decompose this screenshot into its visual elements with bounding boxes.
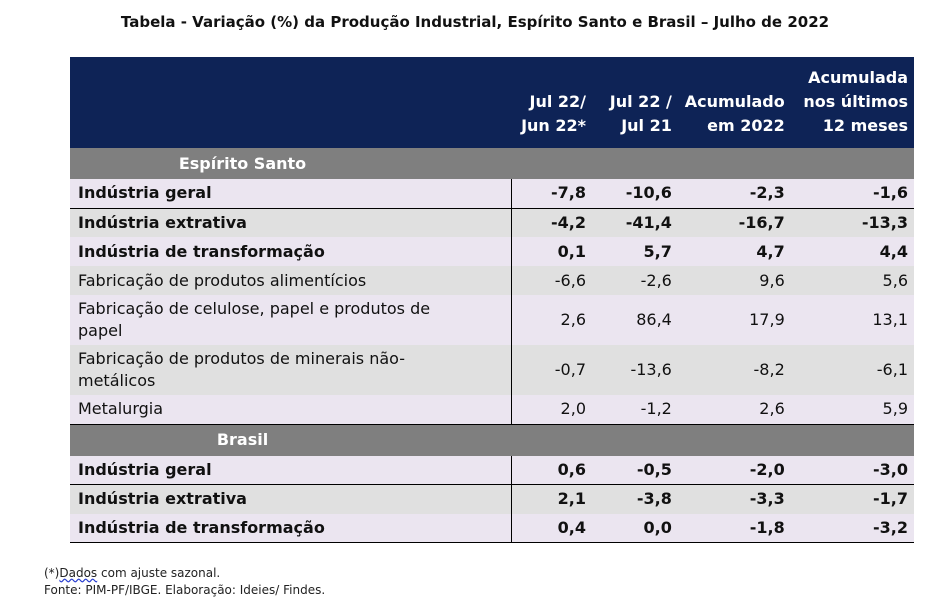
table-row: Fabricação de celulose, papel e produtos… xyxy=(70,295,914,345)
value-cell: -0,7 xyxy=(511,345,592,395)
value-cell: -2,3 xyxy=(677,179,791,209)
table-row: Fabricação de produtos de minerais não-m… xyxy=(70,345,914,395)
source-note: Fonte: PIM-PF/IBGE. Elaboração: Ideies/ … xyxy=(44,583,326,597)
production-table: Jul 22/Jun 22* Jul 22 / Jul 21 Acumulado em … xyxy=(70,57,914,543)
section-cell: Espírito Santo xyxy=(70,148,914,179)
value-cell: -1,2 xyxy=(592,395,678,425)
value-cell: -10,6 xyxy=(592,179,678,209)
asterisk: (*) xyxy=(44,566,60,580)
value-cell: -41,4 xyxy=(592,208,678,237)
value-cell: -0,5 xyxy=(592,455,678,485)
row-label: Fabricação de produtos de minerais não-m… xyxy=(70,345,512,395)
value-cell: -1,6 xyxy=(790,179,914,209)
value-cell: 9,6 xyxy=(677,266,791,295)
value-cell: -6,1 xyxy=(790,345,914,395)
section-cell: Brasil xyxy=(70,424,914,456)
spellcheck-word: Dados xyxy=(59,566,98,580)
value-cell: 4,4 xyxy=(790,237,914,266)
row-label: Indústria extrativa xyxy=(70,208,512,237)
header-row: Jul 22/Jun 22* Jul 22 / Jul 21 Acumulado em … xyxy=(70,57,914,148)
value-cell: 2,6 xyxy=(677,395,791,425)
row-label: Indústria geral xyxy=(70,455,512,485)
section-header: Brasil xyxy=(70,424,914,456)
column-header: Jul 22 / Jul 21 xyxy=(592,57,678,148)
value-cell: -3,2 xyxy=(790,513,914,543)
header-blank xyxy=(70,57,512,148)
value-cell: 4,7 xyxy=(677,237,791,266)
value-cell: -13,3 xyxy=(790,208,914,237)
section-name: Espírito Santo xyxy=(178,153,307,173)
value-cell: -3,3 xyxy=(677,484,791,514)
value-cell: 5,9 xyxy=(790,395,914,425)
value-cell: 13,1 xyxy=(790,295,914,345)
row-label: Indústria de transformação xyxy=(70,513,512,543)
column-header: Acumulado em 2022 xyxy=(677,57,791,148)
value-cell: 2,6 xyxy=(511,295,592,345)
row-label: Indústria de transformação xyxy=(70,237,512,266)
column-header: Jul 22/Jun 22* xyxy=(511,57,592,148)
value-cell: -3,0 xyxy=(790,455,914,485)
table-row: Metalurgia 2,0 -1,2 2,6 5,9 xyxy=(70,395,914,425)
column-header-line: Acumulado xyxy=(684,92,785,111)
value-cell: -16,7 xyxy=(677,208,791,237)
row-label: Indústria geral xyxy=(70,179,512,209)
table-row: Indústria de transformação 0,1 5,7 4,7 4,4 xyxy=(70,237,914,266)
table-row: Indústria extrativa -4,2 -41,4 -16,7 -13,3 xyxy=(70,208,914,237)
value-cell: -8,2 xyxy=(677,345,791,395)
value-cell: -7,8 xyxy=(511,179,592,209)
column-header-line: Jul 22 / xyxy=(609,92,672,111)
value-cell: 0,1 xyxy=(511,237,592,266)
seasonal-note: (*)Dados com ajuste sazonal. xyxy=(44,565,325,582)
column-header-line: nos últimos xyxy=(803,92,908,111)
value-cell: -4,2 xyxy=(511,208,592,237)
value-cell: -1,7 xyxy=(790,484,914,514)
note-text: com ajuste sazonal. xyxy=(97,566,221,580)
column-header-line: Jul 21 xyxy=(621,116,672,135)
column-header-line: Acumulada xyxy=(808,68,908,87)
column-header-line: Jul 22/ xyxy=(529,92,586,111)
column-header-line: em 2022 xyxy=(707,116,785,135)
value-cell: -6,6 xyxy=(511,266,592,295)
value-cell: 86,4 xyxy=(592,295,678,345)
section-header: Espírito Santo xyxy=(70,148,914,179)
column-header-line: Jun 22* xyxy=(521,116,586,135)
row-label: Metalurgia xyxy=(70,395,512,425)
value-cell: -1,8 xyxy=(677,513,791,543)
table-title: Tabela - Variação (%) da Produção Indust… xyxy=(120,13,830,31)
row-label: Fabricação de produtos alimentícios xyxy=(70,266,512,295)
value-cell: -2,6 xyxy=(592,266,678,295)
table-row: Indústria geral 0,6 -0,5 -2,0 -3,0 xyxy=(70,455,914,485)
table-row: Indústria de transformação 0,4 0,0 -1,8 -3,2 xyxy=(70,513,914,543)
value-cell: 2,0 xyxy=(511,395,592,425)
section-name: Brasil xyxy=(216,430,269,449)
column-header: Acumulada nos últimos 12 meses xyxy=(790,57,914,148)
value-cell: -2,0 xyxy=(677,455,791,485)
table-row: Indústria geral -7,8 -10,6 -2,3 -1,6 xyxy=(70,179,914,209)
row-label: Indústria extrativa xyxy=(70,484,512,514)
value-cell: 0,6 xyxy=(511,455,592,485)
table-row: Fabricação de produtos alimentícios -6,6-… xyxy=(70,266,914,295)
value-cell: 5,6 xyxy=(790,266,914,295)
value-cell: -13,6 xyxy=(592,345,678,395)
value-cell: 17,9 xyxy=(677,295,791,345)
value-cell: 5,7 xyxy=(592,237,678,266)
value-cell: 2,1 xyxy=(511,484,592,514)
table-row: Indústria extrativa 2,1 -3,8 -3,3 -1,7 xyxy=(70,484,914,514)
value-cell: -3,8 xyxy=(592,484,678,514)
row-label: Fabricação de celulose, papel e produtos… xyxy=(70,295,512,345)
value-cell: 0,0 xyxy=(592,513,678,543)
column-header-line: 12 meses xyxy=(822,116,908,135)
value-cell: 0,4 xyxy=(511,513,592,543)
footnotes: (*)Dados com ajuste sazonal. Fonte: PIM-… xyxy=(44,565,325,599)
